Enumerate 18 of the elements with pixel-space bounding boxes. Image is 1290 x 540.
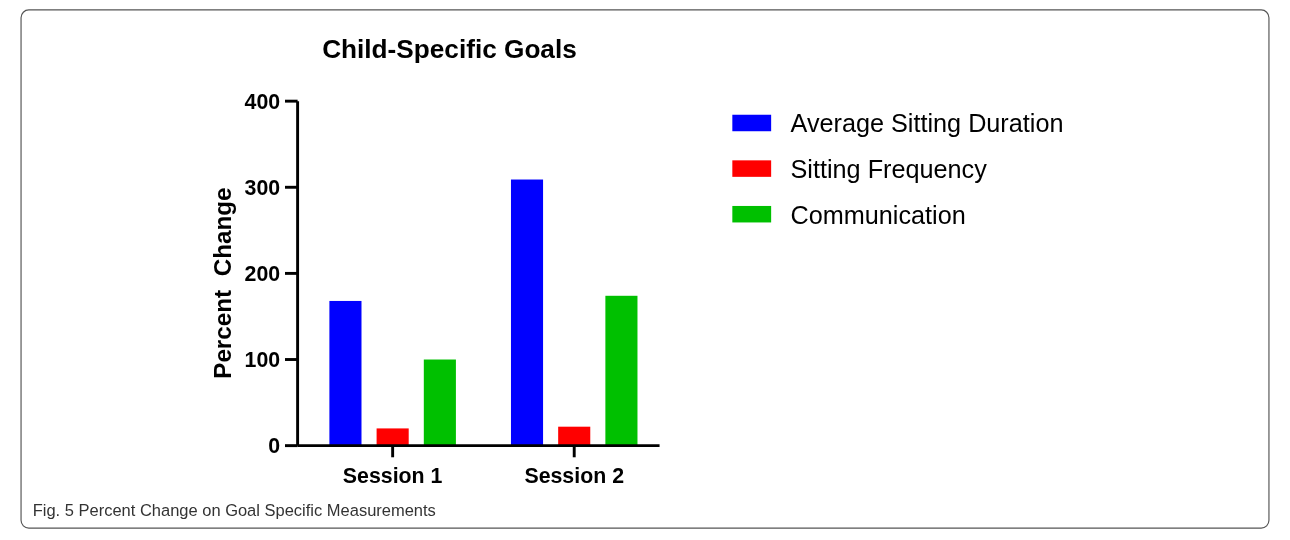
bar bbox=[510, 179, 544, 446]
legend-label: Average Sitting Duration bbox=[790, 109, 1064, 138]
x-tick-label: Session 2 bbox=[524, 463, 625, 488]
bar bbox=[329, 300, 362, 446]
y-axis-title: Percent Change bbox=[208, 187, 236, 379]
y-tick-label: 400 bbox=[244, 89, 281, 114]
caption: Fig. 5 Percent Change on Goal Specific Measurements bbox=[32, 501, 436, 520]
bar bbox=[423, 359, 456, 446]
legend-label: Communication bbox=[790, 200, 966, 229]
y-tick-label: 200 bbox=[244, 261, 281, 286]
x-tick-label: Session 1 bbox=[342, 463, 443, 488]
y-tick-label: 0 bbox=[268, 434, 281, 459]
bar bbox=[376, 428, 409, 446]
y-tick-label: 100 bbox=[244, 347, 281, 372]
y-tick-label: 300 bbox=[244, 175, 281, 200]
legend-label: Sitting Frequency bbox=[790, 154, 988, 183]
chart-title: Child-Specific Goals bbox=[322, 34, 577, 65]
bar bbox=[605, 295, 638, 446]
